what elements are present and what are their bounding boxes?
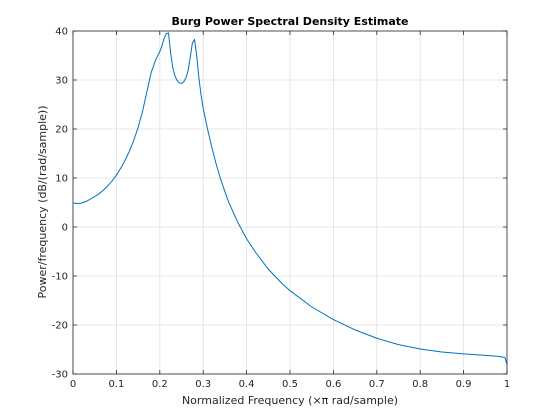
x-tick-label: 0 (70, 379, 76, 390)
x-tick-label: 0.6 (325, 379, 341, 390)
x-tick-label: 0.5 (282, 379, 298, 390)
ticks: 0 0.1 0.2 0.3 0.4 0.5 0.6 0.7 0.8 0.9 1 -30 -20 -10 0 1… (52, 27, 511, 391)
x-tick-label: 1 (504, 379, 510, 390)
x-tick-label: 0.9 (456, 379, 472, 390)
series-layer (72, 32, 508, 365)
psd-series-line (72, 32, 508, 365)
y-tick-label: -30 (52, 370, 68, 381)
y-tick-label: 40 (55, 27, 68, 38)
x-tick-label: 0.8 (412, 379, 428, 390)
x-tick-label: 0.3 (195, 379, 211, 390)
x-tick-label: 0.1 (108, 379, 124, 390)
chart-title: Burg Power Spectral Density Estimate (171, 15, 408, 28)
y-tick-label: 10 (55, 174, 68, 185)
x-tick-label: 0.4 (239, 379, 255, 390)
x-tick-label: 0.2 (152, 379, 168, 390)
y-axis-label: Power/frequency (dB/(rad/sample)) (36, 106, 49, 299)
x-axis-label: Normalized Frequency (×π rad/sample) (182, 394, 398, 407)
x-tick-label: 0.7 (369, 379, 385, 390)
y-tick-label: -20 (52, 321, 68, 332)
y-tick-label: 30 (55, 76, 68, 87)
y-tick-label: 20 (55, 125, 68, 136)
y-tick-label: 0 (62, 223, 68, 234)
y-tick-label: -10 (52, 272, 68, 283)
